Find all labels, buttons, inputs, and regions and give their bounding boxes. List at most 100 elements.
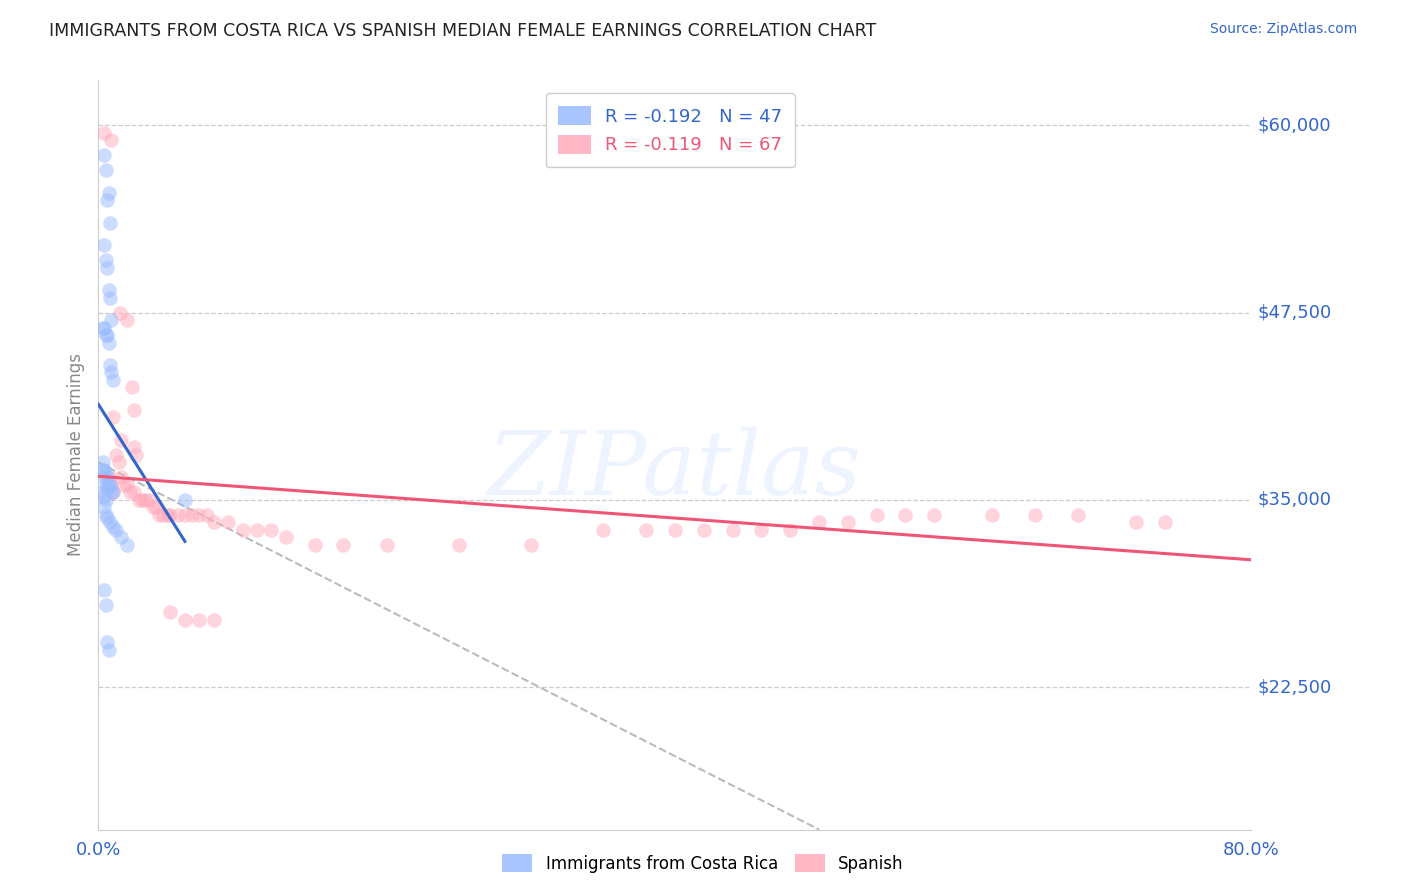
Point (721, 523, 744, 537)
Point (93, 463, 115, 477)
Point (1067, 508, 1090, 522)
Point (93, 320, 115, 334)
Point (894, 508, 917, 522)
Point (304, 538, 326, 552)
Point (93, 126, 115, 140)
Point (96, 193, 118, 207)
Point (131, 492, 153, 507)
Text: $47,500: $47,500 (1257, 303, 1331, 321)
Point (93, 470, 115, 484)
Point (124, 441, 146, 455)
Point (166, 508, 188, 522)
Point (96, 481, 118, 495)
Point (97, 478, 120, 492)
Point (100, 313, 122, 327)
Point (96, 260, 118, 275)
Point (96, 328, 118, 343)
Point (100, 366, 122, 380)
Text: Source: ZipAtlas.com: Source: ZipAtlas.com (1209, 22, 1357, 37)
Point (159, 508, 181, 522)
Point (217, 516, 239, 530)
Point (100, 478, 122, 492)
Point (202, 516, 225, 530)
Point (145, 500, 167, 515)
Point (866, 508, 889, 522)
Point (117, 538, 139, 552)
Point (152, 508, 174, 522)
Point (100, 133, 122, 147)
Point (375, 538, 398, 552)
Point (101, 373, 124, 387)
Point (924, 508, 946, 522)
Text: $35,000: $35,000 (1257, 491, 1331, 508)
Point (94, 163, 117, 178)
Text: $22,500: $22,500 (1257, 678, 1331, 696)
Point (94, 328, 117, 343)
Point (120, 485, 142, 500)
Point (93, 238, 115, 252)
Point (97, 283, 120, 297)
Point (274, 530, 297, 544)
Point (981, 508, 1004, 522)
Point (91, 455, 114, 469)
Point (246, 523, 269, 537)
Point (592, 523, 614, 537)
Point (117, 478, 139, 492)
Point (128, 492, 150, 507)
Point (97, 186, 120, 200)
Point (693, 523, 716, 537)
Point (93, 490, 115, 504)
Point (110, 470, 132, 484)
Point (91, 463, 114, 477)
Point (100, 485, 122, 500)
Point (125, 448, 148, 462)
Text: ZIPatlas: ZIPatlas (488, 426, 862, 513)
Point (96, 511, 118, 525)
Point (751, 523, 773, 537)
Point (98, 291, 121, 305)
Point (101, 485, 124, 500)
Point (93, 582, 115, 597)
Y-axis label: Median Female Earnings: Median Female Earnings (66, 353, 84, 557)
Point (94, 598, 117, 612)
Text: $60,000: $60,000 (1257, 116, 1330, 134)
Point (260, 523, 283, 537)
Point (94, 478, 117, 492)
Point (156, 508, 179, 522)
Point (181, 508, 204, 522)
Point (94, 253, 117, 268)
Point (96, 635, 118, 649)
Point (636, 523, 658, 537)
Point (110, 433, 132, 447)
Point (188, 508, 211, 522)
Point (98, 478, 121, 492)
Point (174, 492, 197, 507)
Point (159, 605, 181, 619)
Point (104, 448, 127, 462)
Point (188, 613, 211, 627)
Point (124, 485, 146, 500)
Point (108, 305, 131, 319)
Point (174, 613, 197, 627)
Point (98, 516, 121, 530)
Point (117, 313, 139, 327)
Point (91, 320, 114, 334)
Legend: R = -0.192   N = 47, R = -0.119   N = 67: R = -0.192 N = 47, R = -0.119 N = 67 (546, 93, 794, 167)
Point (1154, 516, 1177, 530)
Point (134, 492, 156, 507)
Point (97, 642, 120, 657)
Point (98, 216, 121, 230)
Point (94, 508, 117, 522)
Point (101, 485, 124, 500)
Legend: Immigrants from Costa Rica, Spanish: Immigrants from Costa Rica, Spanish (496, 847, 910, 880)
Point (332, 538, 354, 552)
Point (1125, 516, 1147, 530)
Point (148, 508, 170, 522)
Point (520, 538, 543, 552)
Point (94, 466, 117, 480)
Point (121, 380, 143, 394)
Point (107, 455, 129, 469)
Point (104, 523, 127, 537)
Point (808, 516, 831, 530)
Point (93, 500, 115, 515)
